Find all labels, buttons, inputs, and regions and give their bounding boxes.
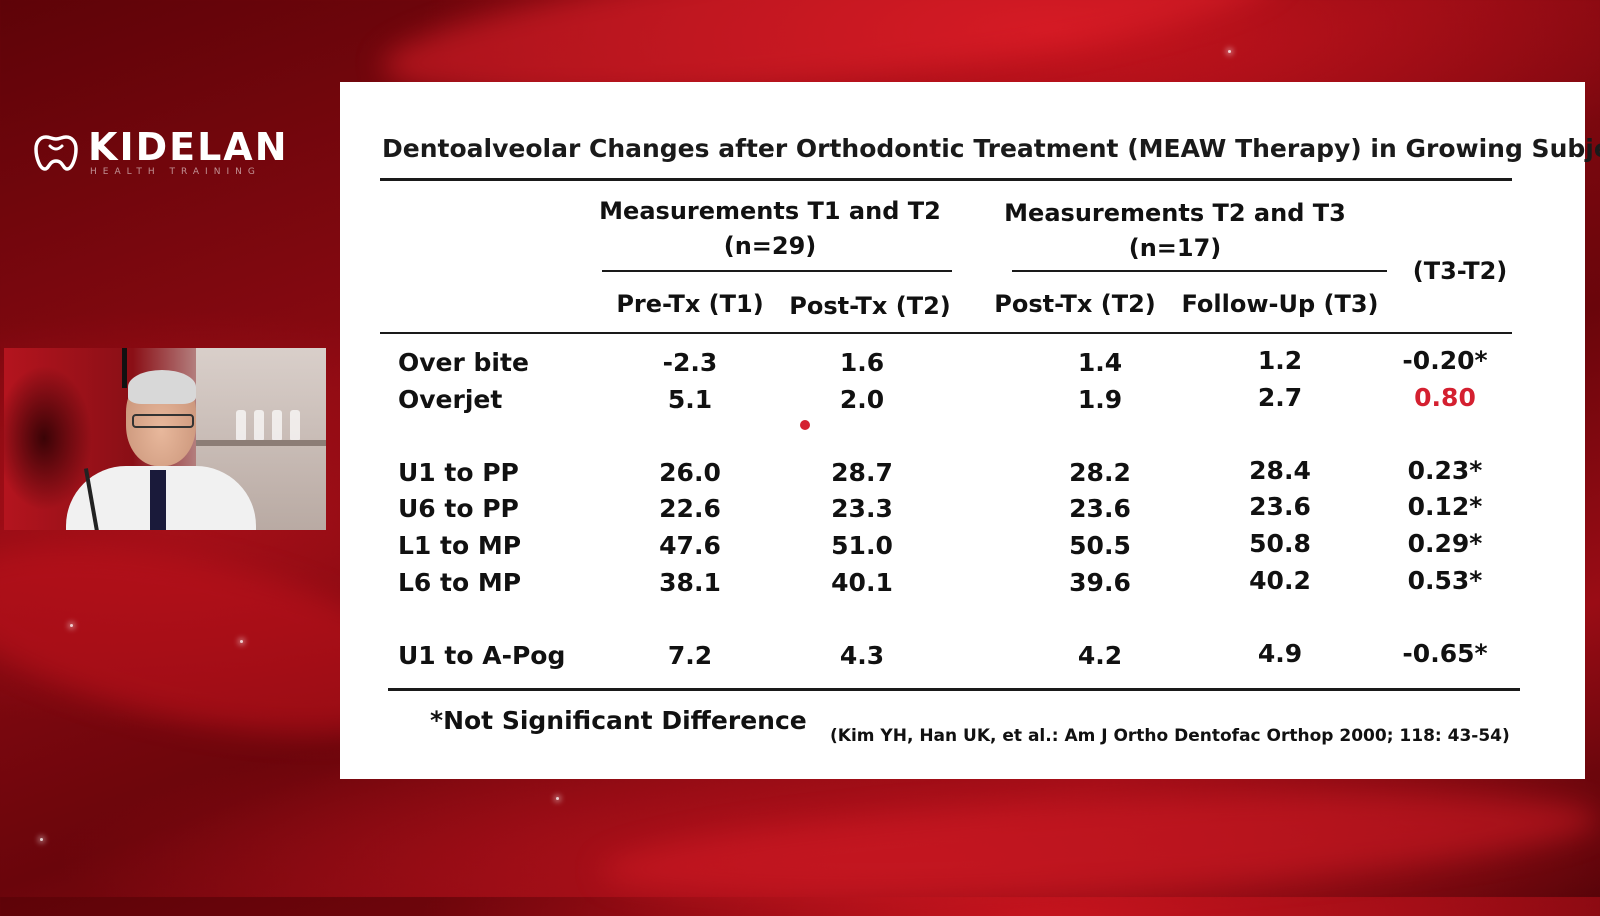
table-cell: 50.8 — [1249, 529, 1311, 558]
table-cell: 4.3 — [839, 641, 885, 670]
table-cell: 26.0 — [659, 458, 721, 487]
laser-pointer-dot — [800, 420, 810, 430]
glasses-icon — [132, 414, 194, 428]
brand-name: KIDELAN — [88, 125, 289, 169]
table-cell: 23.3 — [831, 494, 893, 523]
presenter-video — [4, 348, 326, 530]
table-cell: -2.3 — [662, 348, 718, 377]
citation: (Kim YH, Han UK, et al.: Am J Ortho Dent… — [830, 726, 1510, 746]
footnote: *Not Significant Difference — [430, 706, 807, 735]
table-cell: 47.6 — [659, 531, 721, 560]
table-cell: 1.2 — [1257, 346, 1303, 375]
row-label: L1 to MP — [398, 531, 522, 560]
sparkle — [556, 797, 559, 800]
table-cell: 23.6 — [1069, 494, 1131, 523]
row-label: L6 to MP — [398, 568, 522, 597]
table-cell: 4.2 — [1077, 641, 1123, 670]
table-cell: 40.1 — [831, 568, 893, 597]
background-streak — [598, 773, 1600, 916]
row-label: U1 to A-Pog — [398, 641, 566, 670]
table-cell: 40.2 — [1249, 566, 1311, 595]
brand-logo: KIDELAN HEALTH TRAINING — [32, 128, 289, 177]
column-header: Follow-Up (T3) — [1181, 290, 1379, 318]
table-cell: 7.2 — [667, 641, 713, 670]
slide-title: Dentoalveolar Changes after Orthodontic … — [382, 134, 1600, 163]
table-cell: -0.65* — [1402, 639, 1488, 668]
table-cell: 0.29* — [1407, 529, 1483, 558]
row-label: U6 to PP — [398, 494, 519, 523]
group-rule — [602, 270, 952, 272]
table-cell: 51.0 — [831, 531, 893, 560]
table-cell: 50.5 — [1069, 531, 1131, 560]
table-cell: 39.6 — [1069, 568, 1131, 597]
microphone-stand — [122, 348, 127, 388]
column-header: Pre-Tx (T1) — [616, 290, 764, 318]
brand-subtitle: HEALTH TRAINING — [90, 167, 261, 177]
row-label: Over bite — [398, 348, 529, 377]
sparkle — [40, 838, 43, 841]
table-cell: 28.2 — [1069, 458, 1131, 487]
bottom-rule — [388, 688, 1520, 691]
table-cell: 23.6 — [1249, 492, 1311, 521]
sparkle — [240, 640, 243, 643]
sparkle — [70, 624, 73, 627]
sparkle — [1228, 50, 1231, 53]
table-cell: 38.1 — [659, 568, 721, 597]
table-cell: 28.4 — [1249, 456, 1311, 485]
table-cell: 2.7 — [1257, 383, 1303, 412]
table-cell: 4.9 — [1257, 639, 1303, 668]
group-header-t2-t3: Measurements T2 and T3 (n=17) — [1004, 199, 1346, 262]
group-rule — [1012, 270, 1387, 272]
table-cell: 5.1 — [667, 385, 713, 414]
column-header: Post-Tx (T2) — [789, 292, 951, 320]
row-label: Overjet — [398, 385, 503, 414]
table-cell: -0.20* — [1402, 346, 1488, 375]
table-cell: 1.9 — [1077, 385, 1123, 414]
table-cell: 1.4 — [1077, 348, 1123, 377]
tooth-icon — [34, 134, 78, 171]
group-header-t1-t2: Measurements T1 and T2 (n=29) — [599, 197, 941, 260]
table-cell: 0.23* — [1407, 456, 1483, 485]
header-rule — [380, 332, 1512, 334]
table-cell: 2.0 — [839, 385, 885, 414]
title-rule — [380, 178, 1512, 181]
table-cell: 0.53* — [1407, 566, 1483, 595]
table-cell: 1.6 — [839, 348, 885, 377]
column-header: Post-Tx (T2) — [994, 290, 1156, 318]
table-cell: 22.6 — [659, 494, 721, 523]
table-cell: 0.12* — [1407, 492, 1483, 521]
table-cell: 28.7 — [831, 458, 893, 487]
table-cell: 0.80 — [1414, 383, 1476, 412]
row-label: U1 to PP — [398, 458, 519, 487]
presentation-slide: Dentoalveolar Changes after Orthodontic … — [340, 82, 1600, 779]
column-header: (T3-T2) — [1412, 257, 1508, 285]
